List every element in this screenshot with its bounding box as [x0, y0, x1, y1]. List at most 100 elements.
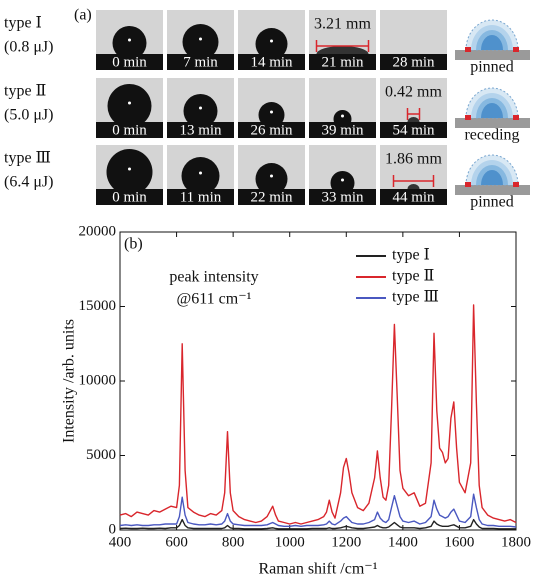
time-label: 11 min	[180, 189, 222, 205]
droplet	[183, 94, 218, 128]
glint	[270, 39, 273, 43]
glint	[341, 114, 344, 118]
state-label: pinned	[470, 194, 514, 211]
state-label: receding	[464, 127, 519, 144]
time-label: 39 min	[321, 122, 364, 138]
glint	[270, 174, 273, 178]
contact-mark	[513, 182, 519, 187]
time-label: 54 min	[392, 122, 435, 138]
x-tick-label: 600	[165, 534, 188, 550]
contact-mark	[465, 182, 471, 187]
glint	[199, 106, 202, 110]
row-energy: (0.8 μJ)	[4, 39, 53, 56]
droplet	[258, 102, 285, 128]
x-tick-label: 1400	[388, 534, 418, 550]
photo-strip	[238, 54, 305, 70]
time-label: 0 min	[112, 54, 147, 70]
series-line	[119, 304, 517, 525]
glint	[341, 178, 344, 182]
annotation: @611 cm⁻¹	[177, 291, 252, 308]
droplet	[112, 26, 147, 60]
glint	[199, 171, 202, 175]
drop-outline	[481, 103, 503, 118]
droplet	[255, 28, 288, 60]
row-energy: (6.4 μJ)	[4, 174, 53, 191]
row-type: type Ⅱ	[4, 83, 46, 100]
photo-strip	[380, 122, 447, 138]
time-label: 33 min	[321, 189, 364, 205]
photo-strip	[238, 189, 305, 205]
y-axis-label: Intensity /arb. units	[61, 319, 78, 443]
photo-strip	[238, 122, 305, 138]
state-label: pinned	[470, 59, 514, 76]
x-tick-label: 400	[109, 534, 132, 550]
y-tick-label: 5000	[86, 447, 116, 463]
photo-strip	[309, 189, 376, 205]
y-tick-label: 10000	[79, 372, 117, 388]
legend-label: type Ⅱ	[392, 268, 434, 285]
annotation: peak intensity	[169, 269, 258, 286]
y-tick-label: 20000	[79, 223, 117, 239]
drop-outline	[481, 170, 503, 185]
photo-strip	[96, 122, 163, 138]
photo-strip	[96, 189, 163, 205]
row-type: type Ⅲ	[4, 150, 51, 167]
measurement: 1.86 mm	[385, 151, 442, 168]
contact-mark	[465, 47, 471, 52]
contact-mark	[513, 47, 519, 52]
panel-b-label: (b)	[124, 236, 143, 253]
photo-strip	[96, 54, 163, 70]
x-tick-label: 1600	[444, 534, 474, 550]
measurement: 3.21 mm	[314, 16, 371, 33]
glint	[128, 38, 131, 42]
panel-b: 0 5000 10000 15000 20000 400 600 800 1000 1200 140…	[61, 223, 531, 577]
photo-strip	[167, 54, 234, 70]
droplet	[181, 157, 220, 195]
glint	[199, 37, 202, 41]
time-label: 0 min	[112, 189, 147, 205]
time-label: 28 min	[392, 54, 435, 70]
contact-mark	[465, 115, 471, 120]
x-tick-label: 1200	[331, 534, 361, 550]
drop-outline	[481, 35, 503, 50]
y-tick-label: 15000	[79, 298, 117, 314]
photo-strip	[380, 189, 447, 205]
droplet	[182, 24, 219, 60]
droplet	[106, 149, 153, 195]
substrate	[455, 185, 530, 195]
x-tick-label: 1000	[275, 534, 305, 550]
time-label: 22 min	[250, 189, 293, 205]
glint	[128, 167, 131, 171]
photo-strip	[309, 54, 376, 70]
series-line	[119, 518, 516, 530]
x-tick-label: 800	[222, 534, 245, 550]
row-energy: (5.0 μJ)	[4, 107, 53, 124]
time-label: 44 min	[392, 189, 435, 205]
photo-strip	[167, 122, 234, 138]
x-axis-label: Raman shift /cm⁻¹	[259, 561, 378, 578]
photo-strip	[167, 189, 234, 205]
time-label: 13 min	[179, 122, 222, 138]
y-tick-label: 0	[109, 521, 117, 537]
substrate	[455, 50, 530, 60]
series-line	[119, 493, 517, 528]
glint	[270, 110, 273, 114]
substrate	[455, 118, 530, 128]
droplet	[255, 163, 288, 195]
time-label: 14 min	[250, 54, 293, 70]
photo-strip	[380, 54, 447, 70]
panel-a-label: (a)	[74, 7, 92, 24]
legend-label: type Ⅰ	[392, 247, 430, 264]
row-type: type Ⅰ	[4, 15, 42, 32]
droplet	[107, 84, 152, 128]
legend-label: type Ⅲ	[392, 289, 439, 306]
time-label: 26 min	[250, 122, 293, 138]
time-label: 7 min	[183, 54, 218, 70]
panel-a: type Ⅰ (0.8 μJ) 0 min 7 min 14 min 21 min 28 m…	[4, 10, 530, 211]
x-tick-label: 1800	[501, 534, 531, 550]
measurement: 0.42 mm	[385, 84, 442, 101]
time-label: 21 min	[321, 54, 364, 70]
contact-mark	[513, 115, 519, 120]
time-label: 0 min	[112, 122, 147, 138]
